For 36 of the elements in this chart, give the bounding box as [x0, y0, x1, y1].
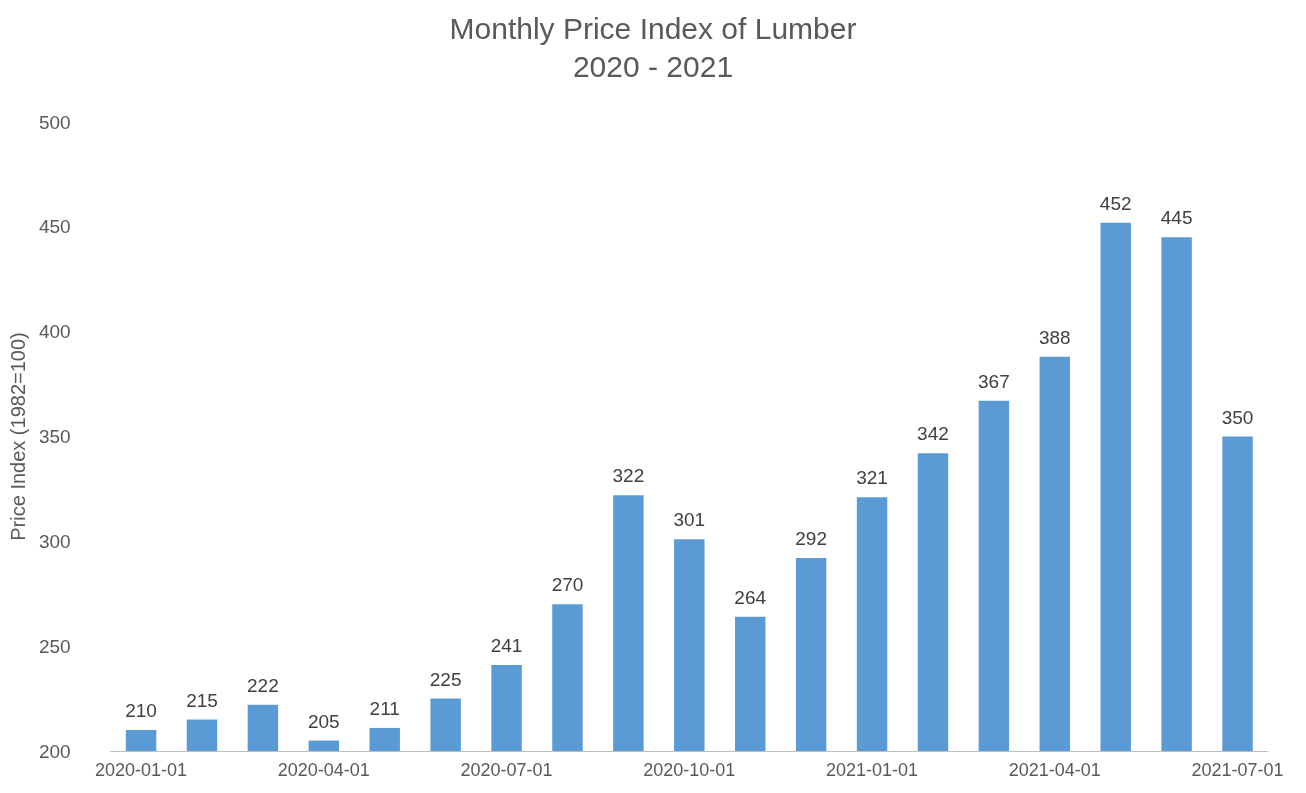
data-label: 215: [186, 689, 218, 711]
data-label: 350: [1221, 406, 1254, 428]
data-label: 292: [795, 528, 827, 550]
data-label: 222: [247, 674, 279, 696]
data-label: 205: [307, 710, 340, 732]
data-label: 321: [856, 467, 888, 489]
data-label: 241: [490, 635, 523, 657]
y-tick-label: 400: [38, 321, 71, 343]
chart-subtitle: 2020 - 2021: [572, 49, 734, 83]
data-label: 211: [369, 697, 400, 719]
x-tick-label: 2020-07-01: [460, 760, 553, 780]
x-tick-label: 2020-01-01: [95, 760, 188, 780]
x-tick-label: 2021-04-01: [1008, 760, 1101, 780]
y-tick-label: 450: [38, 216, 71, 238]
chart-title: Monthly Price Index of Lumber: [449, 11, 857, 45]
x-tick-label: 2021-07-01: [1191, 760, 1284, 780]
data-label: 367: [978, 370, 1010, 392]
x-tick-label: 2021-01-01: [826, 760, 919, 780]
data-label: 210: [125, 700, 157, 722]
data-label: 264: [734, 586, 767, 608]
data-label: 301: [673, 509, 706, 531]
y-tick-label: 350: [38, 426, 71, 447]
data-label: 322: [612, 465, 645, 487]
x-tick-label: 2020-10-01: [643, 760, 736, 780]
data-label: 452: [1099, 192, 1132, 214]
data-label: 270: [551, 574, 584, 596]
y-tick-label: 250: [38, 635, 71, 657]
y-axis-title: Price Index (1982=100): [7, 332, 29, 541]
data-label: 225: [429, 668, 462, 690]
data-label: 388: [1038, 326, 1071, 348]
y-tick-label: 200: [38, 740, 71, 762]
y-tick-label: 300: [38, 530, 71, 552]
data-label: 342: [917, 423, 949, 445]
x-tick-label: 2020-04-01: [277, 760, 370, 780]
data-label: 445: [1160, 207, 1193, 229]
y-tick-label: 500: [38, 111, 71, 133]
